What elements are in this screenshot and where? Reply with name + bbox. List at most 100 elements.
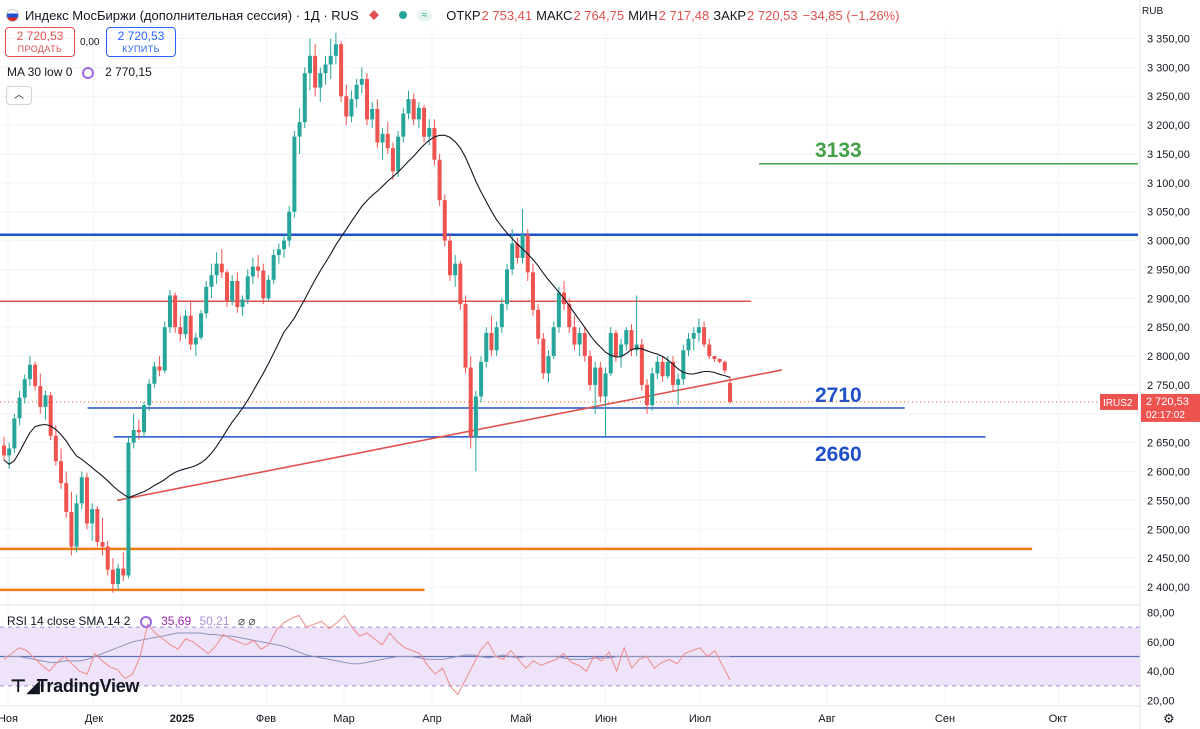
candle-body <box>691 332 696 339</box>
candle-body <box>608 332 613 374</box>
alert-icon[interactable] <box>368 10 379 20</box>
candle-body <box>442 200 447 241</box>
price-tick-label: 2 600,00 <box>1147 467 1190 479</box>
candle-body <box>230 280 235 302</box>
candle-body <box>100 541 105 547</box>
rsi-indicator-legend[interactable]: RSI 14 close SMA 14 2 35,69 50,21 ⌀ ⌀ <box>7 614 256 628</box>
price-tick-label: 2 550,00 <box>1147 495 1190 507</box>
rsi-tick-label: 20,00 <box>1147 696 1175 708</box>
candle-body <box>276 249 281 256</box>
candle-body <box>660 361 665 377</box>
tradingview-logo[interactable]: ⊤◢ TradingView <box>10 676 139 697</box>
candle-body <box>152 366 157 384</box>
candle-body <box>121 568 126 576</box>
candle-body <box>12 418 17 449</box>
candle-body <box>489 332 494 351</box>
candle-body <box>224 272 229 302</box>
candle-body <box>302 73 307 123</box>
candle-body <box>235 280 240 307</box>
last-price-countdown: 02:17:02 <box>1146 410 1185 421</box>
candle-body <box>48 395 53 436</box>
candle-body <box>427 127 432 137</box>
candle-body <box>292 136 297 212</box>
candle-body <box>266 279 271 299</box>
low-label: МИН <box>628 7 658 23</box>
currency-badge[interactable]: RUB <box>1142 6 1164 17</box>
candle-body <box>307 55 312 74</box>
collapse-legend-button[interactable]: ︿ <box>6 86 32 105</box>
candle-body <box>318 73 323 88</box>
candle-body <box>313 55 318 88</box>
candle-body <box>188 315 193 345</box>
candle-body <box>505 269 510 305</box>
candle-body <box>240 299 245 307</box>
time-tick-label: Дек <box>85 713 104 725</box>
price-tick-label: 3 250,00 <box>1147 91 1190 103</box>
candle-body <box>686 338 691 351</box>
rsi-tick-label: 80,00 <box>1147 608 1175 620</box>
candle-body <box>219 263 224 273</box>
candle-body <box>634 344 639 351</box>
rsi-line <box>3 614 731 696</box>
candle-body <box>209 275 214 287</box>
spread-value: 0,00 <box>80 37 100 48</box>
market-status-pill[interactable]: ≈ <box>416 9 433 21</box>
candle-body <box>484 332 489 362</box>
candle-body <box>655 361 660 374</box>
candle-body <box>473 396 478 437</box>
candle-body <box>27 364 32 380</box>
candle-body <box>551 327 556 357</box>
settings-gear-icon[interactable]: ⚙ <box>1163 711 1175 726</box>
candle-body <box>162 327 167 371</box>
buy-button[interactable]: 2 720,53 КУПИТЬ <box>106 27 176 57</box>
instrument-title[interactable]: Индекс МосБиржи (дополнительная сессия) … <box>25 7 359 23</box>
candle-body <box>69 511 74 547</box>
candle-body <box>84 477 89 524</box>
visibility-icon[interactable]: ⌀ ⌀ <box>237 614 256 628</box>
candle-body <box>510 243 515 270</box>
rsi-sma-line <box>4 632 730 665</box>
candle-body <box>619 344 624 357</box>
candle-body <box>556 292 561 328</box>
candle-body <box>587 356 592 385</box>
high-label: МАКС <box>536 7 573 23</box>
buy-label: КУПИТЬ <box>122 44 160 54</box>
price-tick-label: 2 500,00 <box>1147 524 1190 536</box>
ma-label: MA 30 low 0 <box>7 65 73 79</box>
candle-body <box>722 361 727 371</box>
buy-price: 2 720,53 <box>117 29 165 43</box>
candle-body <box>79 477 84 504</box>
sell-label: ПРОДАТЬ <box>17 44 63 54</box>
candle-body <box>613 332 618 357</box>
candle-body <box>676 379 681 385</box>
price-tick-label: 2 750,00 <box>1147 380 1190 392</box>
sell-button[interactable]: 2 720,53 ПРОДАТЬ <box>5 27 75 57</box>
candle-body <box>38 386 43 407</box>
price-tick-label: 2 950,00 <box>1147 264 1190 276</box>
candle-body <box>183 315 188 335</box>
candle-body <box>178 327 183 335</box>
candle-body <box>598 367 603 397</box>
russia-flag-icon <box>6 8 19 22</box>
time-tick-label: Ноя <box>0 713 18 725</box>
candle-body <box>43 395 48 407</box>
candle-body <box>333 44 338 56</box>
candle-body <box>328 55 333 65</box>
candle-body <box>593 367 598 385</box>
candle-body <box>147 383 152 406</box>
rsi-tick-label: 40,00 <box>1147 666 1175 678</box>
candle-body <box>339 44 344 97</box>
candle-body <box>567 304 572 328</box>
ma-indicator-legend[interactable]: MA 30 low 0 2 770,15 <box>7 65 152 79</box>
candle-body <box>22 379 27 398</box>
rsi-value: 35,69 <box>161 614 192 628</box>
candle-body <box>271 255 276 280</box>
candle-body <box>354 84 359 100</box>
time-tick-label: 2025 <box>170 713 194 725</box>
candle-body <box>670 361 675 385</box>
candle-body <box>411 99 416 120</box>
rsi-label: RSI 14 close SMA 14 2 <box>7 614 131 628</box>
candle-body <box>375 108 380 143</box>
sell-price: 2 720,53 <box>16 29 64 43</box>
